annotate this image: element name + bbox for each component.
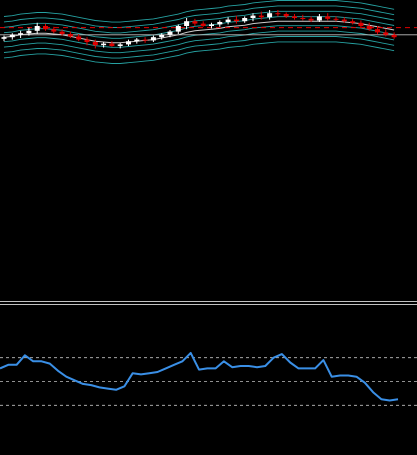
bear-candle <box>92 42 98 46</box>
bear-candle <box>233 19 239 22</box>
bear-candle <box>84 39 90 42</box>
bull-candle <box>9 34 15 38</box>
envelope-band-line <box>3 41 395 64</box>
bear-candle <box>375 29 380 33</box>
bull-candle <box>159 34 165 38</box>
oscillator-panel[interactable] <box>0 306 417 455</box>
envelope-band-line <box>3 30 395 54</box>
bear-candle <box>192 21 198 24</box>
bear-candle <box>300 18 306 19</box>
bear-candle <box>109 43 115 46</box>
bull-candle <box>209 24 214 26</box>
bull-candle <box>250 15 256 18</box>
bull-candle <box>126 41 131 45</box>
bear-candle <box>59 31 65 34</box>
price-chart-panel[interactable] <box>0 0 417 300</box>
bear-candle <box>258 15 264 18</box>
bull-candle <box>117 44 123 46</box>
bear-candle <box>325 16 331 19</box>
bear-candle <box>350 21 356 23</box>
bear-candle <box>51 29 57 32</box>
bull-candle <box>134 39 140 42</box>
envelope-band-line <box>3 36 395 59</box>
bull-candle <box>34 26 40 31</box>
bear-candle <box>391 34 397 38</box>
envelope-band-line <box>3 0 395 23</box>
bull-candle <box>184 21 190 26</box>
bear-candle <box>358 22 364 26</box>
oscillator-chart[interactable] <box>0 306 417 455</box>
bear-candle <box>43 26 48 30</box>
bear-candle <box>275 13 281 15</box>
panel-separator[interactable] <box>0 300 417 306</box>
bull-candle <box>316 16 322 21</box>
bull-candle <box>217 22 223 25</box>
bull-candle <box>26 30 32 34</box>
bear-candle <box>383 32 389 35</box>
bull-candle <box>18 33 24 35</box>
bull-candle <box>242 18 248 22</box>
bear-candle <box>292 16 297 18</box>
bear-candle <box>341 19 347 22</box>
envelope-band-line <box>3 10 395 34</box>
bull-candle <box>175 26 181 32</box>
bear-candle <box>76 36 82 40</box>
bear-candle <box>67 34 73 37</box>
bear-candle <box>142 39 148 41</box>
bear-candle <box>283 14 289 17</box>
bull-candle <box>101 43 107 46</box>
bull-candle <box>150 37 156 41</box>
bear-candle <box>366 26 372 30</box>
oscillator-line <box>0 351 399 402</box>
bear-candle <box>308 18 314 21</box>
bull-candle <box>1 37 7 39</box>
bull-candle <box>225 19 231 22</box>
bear-candle <box>333 18 339 20</box>
price-chart[interactable] <box>0 0 417 300</box>
bear-candle <box>200 23 206 26</box>
bull-candle <box>167 31 173 35</box>
bull-candle <box>267 13 273 18</box>
envelope-band-line <box>3 5 395 28</box>
